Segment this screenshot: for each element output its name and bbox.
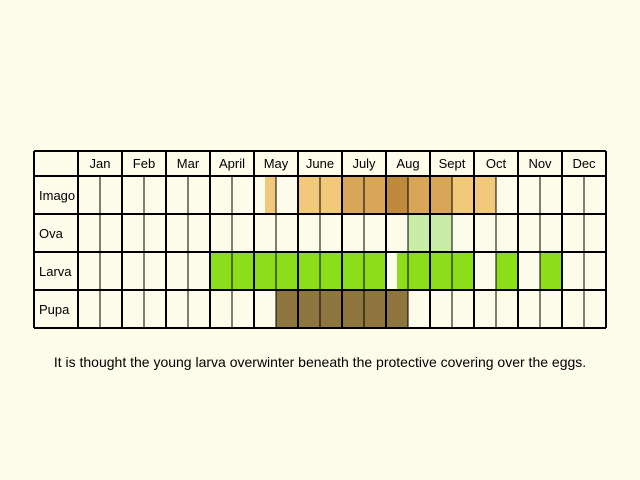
month-label: May xyxy=(264,156,289,171)
fill-imago-14 xyxy=(386,176,408,214)
month-label: June xyxy=(306,156,334,171)
month-label: Nov xyxy=(528,156,552,171)
chart-grid xyxy=(33,150,607,329)
month-label: Dec xyxy=(572,156,596,171)
fill-imago-11 xyxy=(320,176,342,214)
fill-larva-11 xyxy=(320,252,342,290)
month-label: Jan xyxy=(90,156,111,171)
fill-larva-16 xyxy=(430,252,452,290)
month-label: Feb xyxy=(133,156,155,171)
fill-imago-15 xyxy=(408,176,430,214)
fill-larva-13 xyxy=(364,252,386,290)
stage-label: Ova xyxy=(39,226,64,241)
fill-ova-16 xyxy=(430,214,452,252)
month-label: July xyxy=(352,156,376,171)
fill-larva-7 xyxy=(232,252,254,290)
fill-larva-6 xyxy=(210,252,232,290)
fill-imago-13 xyxy=(364,176,386,214)
fill-larva-14 xyxy=(397,252,408,290)
fill-larva-9 xyxy=(276,252,298,290)
chart-labels: Jan Feb Mar April May June July Aug Sept Oct Nov De… xyxy=(39,156,596,317)
stage-label: Larva xyxy=(39,264,72,279)
fill-larva-15 xyxy=(408,252,430,290)
fill-larva-21 xyxy=(540,252,562,290)
fill-pupa-14 xyxy=(386,290,408,328)
fill-pupa-11 xyxy=(320,290,342,328)
fill-imago-10 xyxy=(298,176,320,214)
stage-label: Pupa xyxy=(39,302,70,317)
fill-imago-12 xyxy=(342,176,364,214)
fill-ova-15 xyxy=(408,214,430,252)
life-cycle-chart: Jan Feb Mar April May June July Aug Sept Oct Nov De… xyxy=(33,150,607,329)
fill-larva-8 xyxy=(254,252,276,290)
month-label: April xyxy=(219,156,245,171)
month-label: Mar xyxy=(177,156,200,171)
stage-label: Imago xyxy=(39,188,75,203)
month-label: Oct xyxy=(486,156,507,171)
fill-imago-16 xyxy=(430,176,452,214)
fill-imago-8 xyxy=(265,176,276,214)
month-label: Sept xyxy=(439,156,466,171)
fill-larva-19 xyxy=(496,252,518,290)
fill-larva-12 xyxy=(342,252,364,290)
fill-imago-17 xyxy=(452,176,474,214)
note-text: It is thought the young larva overwinter… xyxy=(53,354,587,370)
fill-imago-18 xyxy=(474,176,496,214)
fill-pupa-10 xyxy=(298,290,320,328)
fill-pupa-9 xyxy=(276,290,298,328)
fill-pupa-12 xyxy=(342,290,364,328)
fill-larva-10 xyxy=(298,252,320,290)
fill-larva-17 xyxy=(452,252,474,290)
month-label: Aug xyxy=(396,156,419,171)
fill-pupa-13 xyxy=(364,290,386,328)
